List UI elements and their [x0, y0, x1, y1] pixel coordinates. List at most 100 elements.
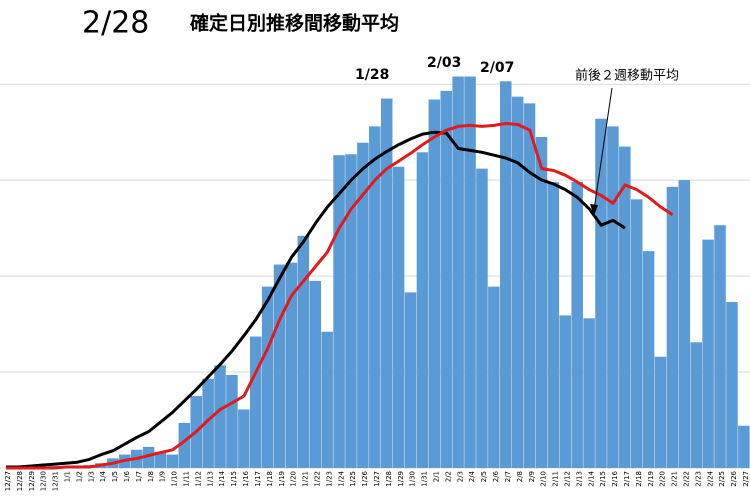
x-tick-label: 2/4	[468, 470, 476, 482]
bar	[380, 98, 393, 468]
x-tick-label: 2/3	[456, 471, 464, 482]
x-tick-label: 2/13	[575, 471, 583, 487]
x-tick-label: 1/8	[147, 471, 155, 482]
bar	[654, 356, 667, 468]
bar	[285, 262, 298, 468]
bar	[607, 126, 619, 469]
x-tick-label: 1/16	[242, 470, 250, 486]
x-tick-label: 2/16	[611, 470, 619, 486]
x-tick-label: 2/1	[433, 471, 441, 482]
bar	[476, 168, 488, 468]
x-tick-label: 1/7	[135, 471, 143, 482]
x-tick-label: 2/2	[444, 471, 452, 482]
bar	[238, 409, 250, 468]
bar	[511, 96, 524, 469]
x-tick-label: 2/23	[694, 471, 702, 487]
bar	[690, 342, 702, 468]
x-tick-label: 1/6	[123, 470, 131, 482]
x-tick-label: 2/26	[730, 470, 738, 486]
annotation: 前後２週移動平均	[575, 68, 679, 84]
bar	[559, 315, 572, 468]
annotation: 2/03	[427, 55, 461, 71]
x-tick-label: 1/4	[99, 470, 107, 482]
x-tick-label: 1/25	[349, 471, 357, 487]
bar	[357, 142, 369, 468]
bar	[333, 155, 345, 468]
x-tick-label: 2/21	[671, 471, 679, 487]
bar	[464, 76, 476, 468]
annotation: 2/07	[480, 60, 514, 76]
bar	[142, 446, 155, 468]
bar	[309, 280, 322, 468]
bar	[440, 90, 452, 469]
x-tick-label: 12/27	[4, 471, 12, 491]
x-tick-label: 1/31	[421, 471, 429, 487]
x-tick-label: 1/20	[290, 471, 298, 487]
bar	[452, 76, 464, 468]
bar	[630, 199, 643, 469]
bar	[321, 331, 333, 468]
x-tick-label: 2/5	[480, 471, 488, 482]
bar	[154, 451, 167, 468]
x-tick-label: 1/3	[87, 471, 95, 482]
bar	[523, 103, 536, 468]
lines	[6, 122, 674, 470]
x-tick-label: 1/1	[63, 471, 71, 482]
x-tick-label: 12/30	[40, 471, 48, 491]
x-tick-label: 1/21	[302, 471, 310, 487]
bar	[488, 286, 500, 468]
x-tick-label: 1/27	[373, 471, 381, 487]
bar	[642, 251, 655, 468]
x-tick-label: 2/18	[635, 471, 643, 487]
bar	[619, 146, 631, 469]
x-tick-label: 1/30	[409, 471, 417, 487]
x-tick-label: 2/7	[504, 471, 512, 482]
bar	[261, 286, 274, 468]
x-tick-label: 2/25	[718, 471, 726, 487]
bar	[595, 118, 607, 468]
bar	[392, 166, 405, 468]
chart-subtitle: 確定日別推移間移動平均	[190, 12, 399, 35]
x-tick-label: 2/17	[623, 471, 631, 487]
x-tick-label: 2/8	[516, 471, 524, 482]
x-tick-label: 2/14	[587, 470, 595, 486]
x-tick-label: 1/13	[206, 471, 214, 487]
bar	[428, 99, 441, 469]
x-tick-label: 1/15	[230, 471, 238, 487]
bar	[547, 182, 560, 469]
bar	[738, 425, 750, 468]
bars	[11, 76, 750, 469]
x-tick-label: 2/20	[659, 471, 667, 487]
annotation-arrow	[593, 87, 613, 211]
x-tick-label: 1/17	[254, 471, 262, 487]
x-tick-label: 2/10	[540, 471, 548, 487]
bar	[214, 365, 226, 468]
bar	[404, 292, 417, 468]
x-tick-label: 1/22	[313, 471, 321, 487]
x-tick-label: 1/10	[171, 471, 179, 487]
x-tick-label: 1/23	[325, 471, 333, 487]
bar	[273, 264, 286, 468]
x-tick-label: 1/29	[397, 471, 405, 487]
x-tick-label: 1/19	[278, 471, 286, 487]
x-tick-label: 2/11	[552, 471, 560, 487]
x-tick-label: 2/9	[528, 471, 536, 482]
x-tick-label: 1/11	[183, 471, 191, 487]
line	[6, 130, 626, 469]
x-axis: 12/27 12/28 12/29 12/30 12/31 1/1 1/2 1/3 1/4 1/5…	[4, 470, 750, 491]
bar	[297, 235, 310, 468]
x-tick-label: 2/27	[742, 471, 750, 487]
x-tick-label: 1/24	[337, 470, 345, 486]
bar	[678, 180, 691, 468]
x-tick-label: 1/5	[111, 471, 119, 482]
bar	[702, 239, 714, 468]
x-tick-label: 1/28	[385, 471, 393, 487]
bar	[250, 336, 262, 468]
x-tick-label: 12/31	[52, 471, 60, 491]
x-tick-label: 2/12	[563, 471, 571, 487]
x-tick-label: 12/29	[28, 471, 36, 491]
bar	[583, 318, 595, 468]
x-tick-label: 12/28	[16, 471, 24, 491]
x-tick-label: 1/2	[75, 471, 83, 482]
